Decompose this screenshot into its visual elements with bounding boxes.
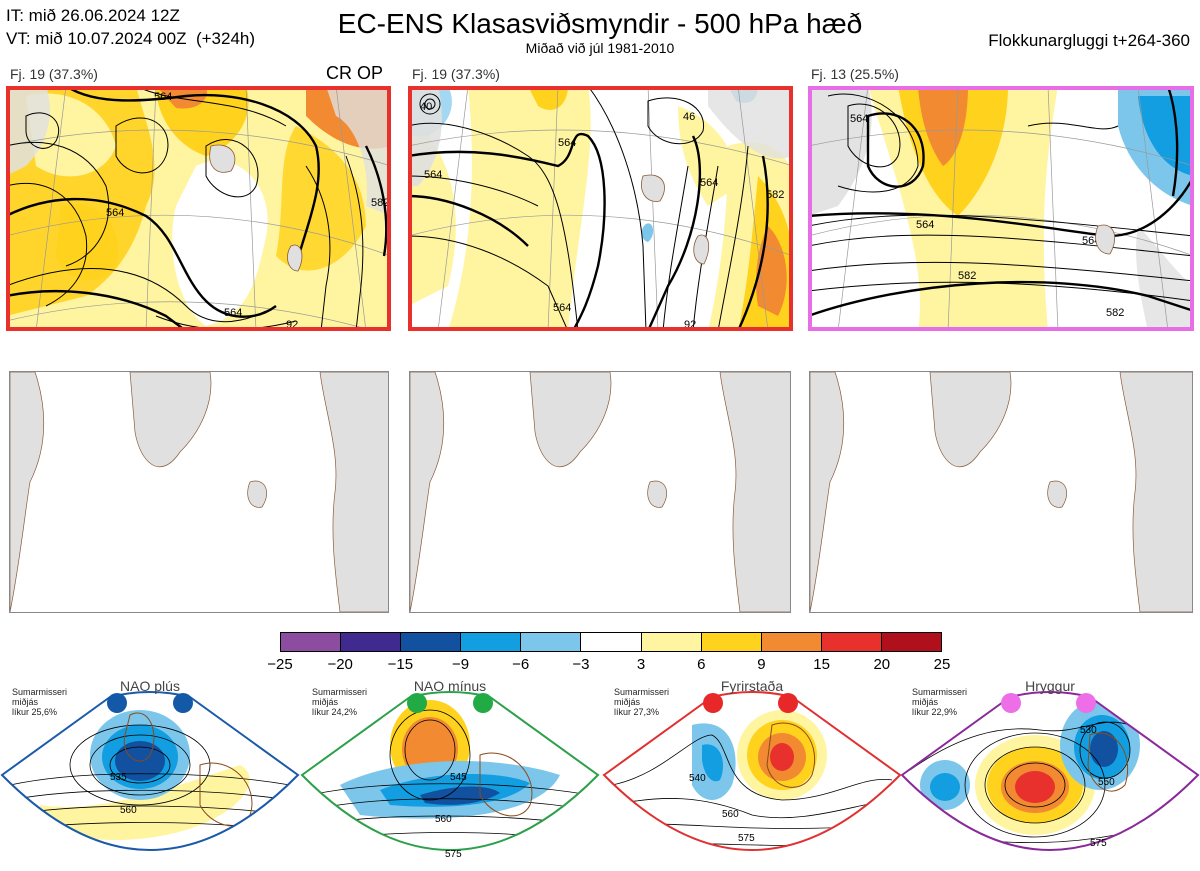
regime-note: Sumarmisseri miðjás líkur 25,6%: [12, 687, 68, 717]
contour-label: 564: [553, 302, 571, 314]
page-title: EC-ENS Klasasviðsmyndir - 500 hPa hæð: [337, 8, 863, 39]
contour-label: 564: [224, 307, 242, 319]
panel-3-label: Fj. 13 (25.5%): [811, 66, 899, 82]
colorbar-tick: 20: [873, 656, 891, 673]
contour-label: 564: [558, 137, 576, 149]
colorbar-tick: 3: [636, 656, 646, 673]
contour-label: 535: [110, 772, 127, 783]
cluster-map-2: 40 46 564 564 564 582 564 92: [408, 86, 793, 331]
contour-label: 564: [700, 177, 718, 189]
empty-map-2: [409, 371, 791, 613]
contour-label: 582: [958, 270, 976, 282]
cluster-map-3: 564 564 582 582 564: [808, 86, 1194, 331]
panel-2-label: Fj. 19 (37.3%): [412, 66, 500, 82]
regime-nao-plus: 535 560 NAO plús Sumarmisseri miðjás líkur…: [0, 675, 300, 871]
regime-note: Sumarmisseri miðjás líkur 22,9%: [912, 687, 968, 717]
colorbar-tick: −9: [451, 656, 470, 673]
colorbar-segment: [401, 633, 462, 651]
contour-label: 46: [683, 111, 695, 123]
contour-label: 550: [1098, 777, 1115, 788]
colorbar-segment: [761, 633, 822, 651]
contour-label: 545: [450, 772, 467, 783]
contour-label: 582: [1106, 307, 1124, 319]
contour-label: 564: [106, 207, 124, 219]
colorbar-tick: −3: [572, 656, 590, 673]
contour-label: 560: [120, 805, 137, 816]
empty-map-1: [9, 371, 389, 613]
contour-label: 564: [154, 91, 172, 103]
regime-title: NAO plús: [120, 678, 180, 694]
contour-label: 40: [420, 101, 432, 113]
colorbar-tick: −6: [512, 656, 530, 673]
colorbar-tick: 9: [757, 656, 766, 673]
contour-label: 564: [424, 169, 442, 181]
contour-label: 575: [1090, 838, 1107, 849]
contour-label: 575: [445, 849, 462, 860]
contour-label: 582: [371, 197, 389, 209]
colorbar-tick: 25: [933, 656, 951, 673]
cluster-map-1: 564 564 564 582 92: [6, 86, 391, 331]
page-subtitle: Miðað við júl 1981-2010: [525, 40, 675, 56]
colorbar: [280, 632, 942, 652]
regime-title: Fyrirstaða: [720, 678, 784, 694]
regime-note: Sumarmisseri miðjás líkur 24,2%: [312, 687, 368, 717]
colorbar-segment: [521, 633, 582, 651]
contour-label: 560: [722, 809, 739, 820]
empty-map-3: [809, 371, 1193, 613]
colorbar-tick: −20: [327, 656, 353, 673]
contour-label: 575: [738, 833, 755, 844]
regime-title: NAO mínus: [413, 678, 487, 694]
colorbar-segment: [881, 633, 942, 651]
contour-label: 564: [916, 219, 934, 231]
colorbar-segment: [821, 633, 882, 651]
colorbar-segment: [461, 633, 522, 651]
cluster-map-3-frame: [808, 86, 1194, 331]
regime-ridge: 530 550 575 Hryggur Sumarmisseri miðjás lí…: [900, 675, 1200, 871]
colorbar-segment: [281, 633, 342, 651]
cluster-map-2-frame: [408, 86, 793, 331]
colorbar-segment: [701, 633, 762, 651]
colorbar-tick: −15: [387, 656, 414, 673]
contour-label: 560: [435, 814, 452, 825]
contour-label: 530: [1080, 725, 1097, 736]
contour-label: 564: [850, 113, 868, 125]
contour-label: 540: [689, 773, 706, 784]
panel-1-tag: CR OP: [326, 63, 384, 83]
init-time: IT: mið 26.06.2024 12Z: [6, 6, 180, 25]
regime-blocking: 540 560 575 Fyrirstaða Sumarmisseri miðjá…: [602, 675, 902, 871]
regime-title: Hryggur: [1025, 678, 1075, 694]
init-time-block: IT: mið 26.06.2024 12Z VT: mið 10.07.2024…: [6, 4, 255, 50]
contour-label: 582: [766, 189, 784, 201]
colorbar-segment: [581, 633, 642, 651]
colorbar-tick: −25: [267, 656, 293, 673]
valid-time: VT: mið 10.07.2024 00Z (+324h): [6, 29, 256, 48]
colorbar-tick: 6: [697, 656, 706, 673]
colorbar-segment: [641, 633, 702, 651]
regime-nao-minus: 545 560 575 NAO mínus Sumarmisseri miðjás…: [300, 675, 600, 871]
panel-1-label: Fj. 19 (37.3%): [10, 66, 98, 82]
colorbar-tick: 15: [813, 656, 830, 673]
cluster-map-1-frame: [6, 86, 391, 331]
regime-note: Sumarmisseri miðjás líkur 27,3%: [614, 687, 670, 717]
classification-window: Flokkunargluggi t+264-360: [988, 31, 1190, 50]
colorbar-segment: [341, 633, 402, 651]
